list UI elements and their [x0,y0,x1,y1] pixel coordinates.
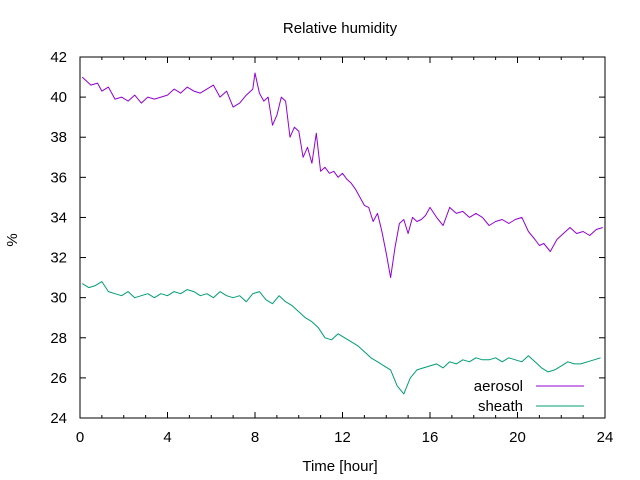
y-tick-label: 32 [50,250,67,267]
plot-frame [79,56,606,419]
axis-ticks: 24 26 28 30 32 34 36 38 40 42 0 4 8 12 16 20 24 [50,49,613,446]
x-axis-title: Time [hour] [302,458,377,475]
y-tick-label: 34 [50,209,67,226]
y-tick-label: 42 [50,49,67,66]
series-layer [81,72,603,395]
y-tick-label: 38 [50,129,67,146]
y-tick-label: 30 [50,290,67,307]
series-line-aerosol [81,72,603,279]
y-tick-label: 28 [50,330,67,347]
x-tick-label: 4 [163,429,171,446]
y-axis-title: % [4,233,21,246]
x-tick-label: 16 [422,429,439,446]
y-tick-label: 24 [50,410,67,427]
series-line-sheath [81,281,601,395]
y-tick-label: 40 [50,89,67,106]
y-tick-label: 26 [50,370,67,387]
chart-title: Relative humidity [283,20,398,37]
x-tick-label: 8 [251,429,259,446]
legend-label-sheath: sheath [478,398,523,415]
x-tick-label: 20 [509,429,526,446]
x-tick-label: 0 [76,429,84,446]
x-tick-label: 12 [334,429,351,446]
x-tick-label: 24 [597,429,614,446]
y-tick-label: 36 [50,169,67,186]
legend: aerosol sheath [474,378,584,415]
legend-label-aerosol: aerosol [474,378,523,395]
